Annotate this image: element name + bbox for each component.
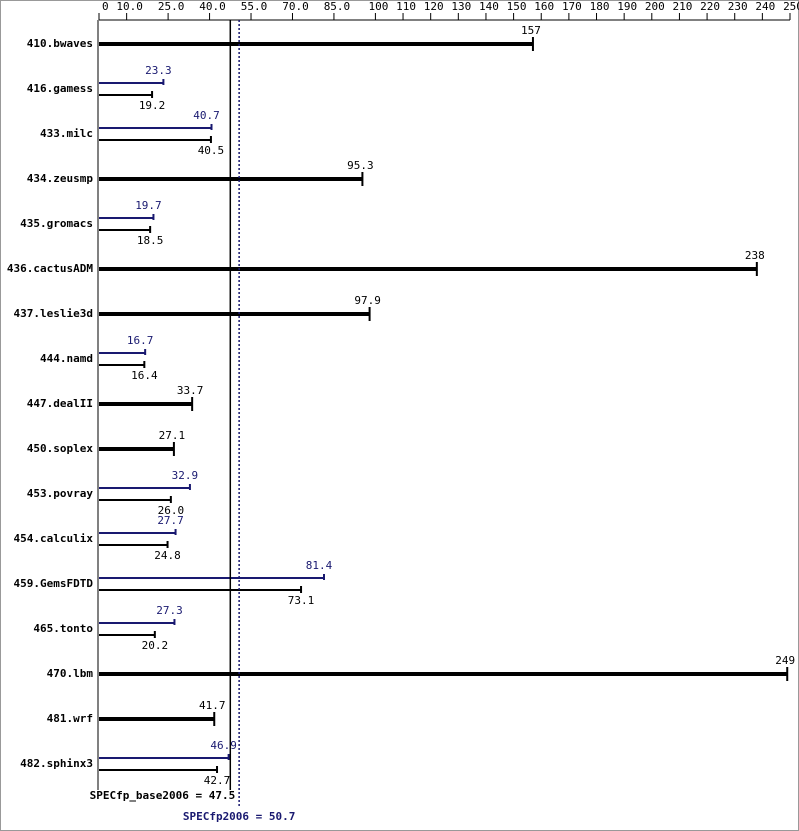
value-label: 73.1	[288, 594, 315, 607]
benchmark-label: 437.leslie3d	[14, 307, 93, 320]
value-label: 16.4	[131, 369, 158, 382]
benchmark-label: 459.GemsFDTD	[14, 577, 94, 590]
bar	[99, 402, 193, 406]
value-label: 26.0	[158, 504, 185, 517]
x-tick-label: 25.0	[158, 0, 185, 13]
value-label: 97.9	[354, 294, 381, 307]
x-tick-label: 200	[645, 0, 665, 13]
x-tick-label: 120	[424, 0, 444, 13]
bar	[99, 312, 370, 316]
benchmark-label: 416.gamess	[27, 82, 93, 95]
benchmark-label: 447.dealII	[27, 397, 93, 410]
bar	[99, 94, 153, 96]
bar	[99, 769, 218, 771]
x-tick-label: 150	[507, 0, 527, 13]
benchmark-label: 454.calculix	[14, 532, 94, 545]
x-tick-label: 180	[590, 0, 610, 13]
value-label: 81.4	[306, 559, 333, 572]
value-label: 41.7	[199, 699, 226, 712]
x-tick-label: 140	[479, 0, 499, 13]
x-tick-label: 170	[562, 0, 582, 13]
bar	[99, 267, 757, 271]
x-tick-label: 100	[368, 0, 388, 13]
bar	[99, 139, 211, 141]
bar	[99, 352, 146, 354]
benchmark-label: 410.bwaves	[27, 37, 93, 50]
value-label: 95.3	[347, 159, 374, 172]
value-label: 27.7	[157, 514, 184, 527]
value-label: 32.9	[172, 469, 199, 482]
benchmark-label: 470.lbm	[47, 667, 94, 680]
bar	[99, 577, 324, 579]
benchmark-label: 453.povray	[27, 487, 94, 500]
bar	[99, 717, 215, 721]
benchmark-label: 436.cactusADM	[7, 262, 93, 275]
benchmark-label: 435.gromacs	[20, 217, 93, 230]
bar	[99, 532, 176, 534]
value-label: 249	[775, 654, 795, 667]
value-label: 33.7	[177, 384, 204, 397]
benchmark-label: 481.wrf	[47, 712, 93, 725]
value-label: 24.8	[154, 549, 181, 562]
value-label: 40.7	[193, 109, 220, 122]
value-label: 18.5	[137, 234, 164, 247]
bar	[99, 589, 302, 591]
x-tick-label: 210	[673, 0, 693, 13]
x-tick-label: 160	[534, 0, 554, 13]
value-label: 27.3	[156, 604, 183, 617]
x-tick-label: 220	[700, 0, 720, 13]
x-tick-label: 190	[617, 0, 637, 13]
x-tick-label: 10.0	[116, 0, 143, 13]
bar	[99, 757, 229, 759]
bar	[99, 622, 175, 624]
reference-label: SPECfp_base2006 = 47.5	[90, 789, 236, 802]
benchmark-label: 433.milc	[40, 127, 93, 140]
value-label: 19.7	[135, 199, 162, 212]
value-label: 157	[521, 24, 541, 37]
x-tick-label: 70.0	[282, 0, 309, 13]
benchmark-label: 444.namd	[40, 352, 93, 365]
bar	[99, 364, 145, 366]
bar	[99, 447, 174, 451]
x-tick-label: 0	[102, 0, 109, 13]
value-label: 27.1	[159, 429, 186, 442]
x-tick-label: 130	[451, 0, 471, 13]
bar	[99, 487, 190, 489]
value-label: 16.7	[127, 334, 154, 347]
x-tick-label: 85.0	[324, 0, 351, 13]
x-tick-label: 240	[755, 0, 775, 13]
x-tick-label: 55.0	[241, 0, 268, 13]
bar	[99, 499, 171, 501]
value-label: 40.5	[198, 144, 225, 157]
x-tick-label: 230	[728, 0, 748, 13]
reference-label: SPECfp2006 = 50.7	[183, 810, 296, 823]
bar	[99, 634, 155, 636]
value-label: 238	[745, 249, 765, 262]
benchmark-label: 465.tonto	[33, 622, 93, 635]
value-label: 19.2	[139, 99, 166, 112]
bar	[99, 217, 154, 219]
bar	[99, 672, 788, 676]
value-label: 42.7	[204, 774, 231, 787]
bar	[99, 229, 151, 231]
benchmark-label: 482.sphinx3	[20, 757, 93, 770]
value-label: 46.9	[210, 739, 237, 752]
benchmark-label: 434.zeusmp	[27, 172, 94, 185]
x-tick-label: 40.0	[199, 0, 226, 13]
value-label: 23.3	[145, 64, 172, 77]
bar	[99, 544, 168, 546]
x-tick-label: 250	[783, 0, 799, 13]
bar	[99, 42, 533, 46]
bar	[99, 127, 212, 129]
bar	[99, 82, 164, 84]
x-tick-label: 110	[396, 0, 416, 13]
value-label: 20.2	[142, 639, 169, 652]
benchmark-label: 450.soplex	[27, 442, 94, 455]
